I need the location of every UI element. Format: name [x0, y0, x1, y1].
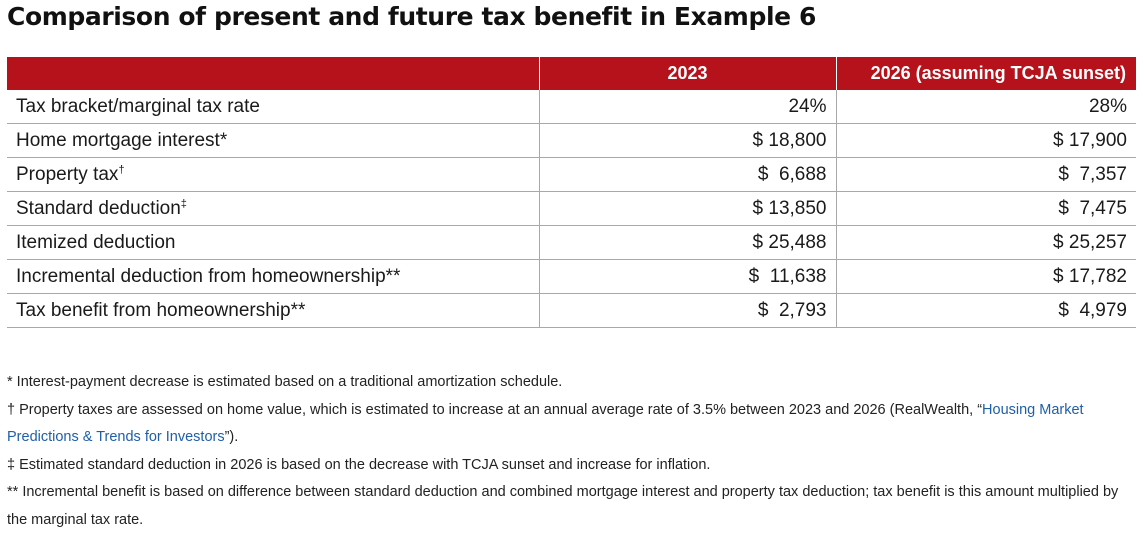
- value-2023: 24%: [538, 90, 836, 124]
- value-2023: $ 2,793: [538, 293, 836, 328]
- table-row-mortgage-interest: Home mortgage interest* $ 18,800 $ 17,90…: [7, 123, 1136, 158]
- footnote-mark: ‡: [180, 197, 187, 210]
- value-2023: $ 6,688: [538, 157, 836, 192]
- footnote-incremental-benefit: ** Incremental benefit is based on diffe…: [7, 484, 1119, 528]
- row-label: Tax bracket/marginal tax rate: [7, 90, 539, 124]
- page-title: Comparison of present and future tax ben…: [7, 2, 816, 31]
- header-2023: 2023: [538, 57, 836, 90]
- value-2026: 28%: [835, 90, 1136, 124]
- row-label: Property tax†: [7, 157, 539, 192]
- value-2023: $ 11,638: [538, 259, 836, 294]
- table-row-standard-deduction: Standard deduction‡ $ 13,850 $ 7,475: [7, 191, 1136, 226]
- header-label-column: [7, 57, 539, 90]
- housing-market-link[interactable]: Housing Market Predictions & Trends for …: [7, 401, 1084, 446]
- table-row-incremental-deduction: Incremental deduction from homeownership…: [7, 259, 1136, 294]
- value-2026: $ 17,782: [835, 259, 1136, 294]
- row-label: Home mortgage interest*: [7, 123, 539, 158]
- value-2023: $ 18,800: [538, 123, 836, 158]
- tax-comparison-table: 2023 2026 (assuming TCJA sunset) Tax bra…: [7, 57, 1136, 328]
- table-row-tax-benefit: Tax benefit from homeownership** $ 2,793…: [7, 293, 1136, 328]
- footnotes: * Interest-payment decrease is estimated…: [7, 369, 1132, 534]
- row-label: Incremental deduction from homeownership…: [7, 259, 539, 294]
- footnote-interest: * Interest-payment decrease is estimated…: [7, 374, 563, 390]
- value-2023: $ 13,850: [538, 191, 836, 226]
- table-row-itemized-deduction: Itemized deduction $ 25,488 $ 25,257: [7, 225, 1136, 260]
- value-2026: $ 25,257: [835, 225, 1136, 260]
- row-label: Standard deduction‡: [7, 191, 539, 226]
- footnote-property-tax: † Property taxes are assessed on home va…: [7, 401, 1084, 446]
- table-header-row: 2023 2026 (assuming TCJA sunset): [7, 57, 1136, 90]
- value-2026: $ 7,357: [835, 157, 1136, 192]
- table-row-tax-bracket: Tax bracket/marginal tax rate 24% 28%: [7, 90, 1136, 124]
- footnote-standard-deduction: ‡ Estimated standard deduction in 2026 i…: [7, 456, 711, 473]
- value-2026: $ 4,979: [835, 293, 1136, 328]
- row-label: Tax benefit from homeownership**: [7, 293, 539, 328]
- row-label: Itemized deduction: [7, 225, 539, 260]
- value-2023: $ 25,488: [538, 225, 836, 260]
- value-2026: $ 7,475: [835, 191, 1136, 226]
- footnote-mark: †: [118, 163, 125, 176]
- table-row-property-tax: Property tax† $ 6,688 $ 7,357: [7, 157, 1136, 192]
- value-2026: $ 17,900: [835, 123, 1136, 158]
- header-2026: 2026 (assuming TCJA sunset): [835, 57, 1136, 90]
